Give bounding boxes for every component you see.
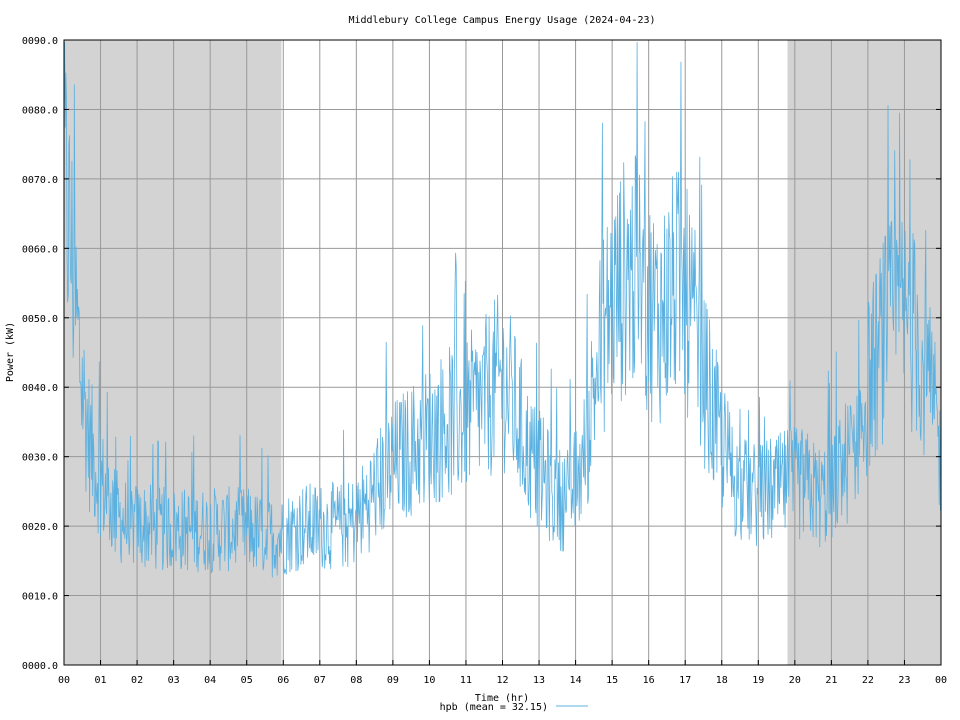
legend: hpb (mean = 32.15) (440, 702, 588, 713)
x-tick-label: 01 (95, 675, 107, 686)
y-tick-label: 0060.0 (22, 244, 58, 255)
x-tick-label: 14 (570, 675, 582, 686)
x-tick-label: 05 (241, 675, 253, 686)
y-tick-label: 0010.0 (22, 592, 58, 603)
chart-title: Middlebury College Campus Energy Usage (… (348, 15, 655, 26)
series-line-hpb (63, 42, 942, 578)
legend-label: hpb (mean = 32.15) (440, 702, 548, 713)
x-axis-ticks: 00 01 02 03 04 05 06 07 08 09 10 11 12 13 14 15 16 17 18 19… (58, 660, 947, 686)
series-hpb (63, 42, 942, 578)
x-tick-label: 15 (606, 675, 618, 686)
x-tick-label: 04 (204, 675, 216, 686)
y-tick-label: 0020.0 (22, 522, 58, 533)
x-tick-label: 21 (825, 675, 837, 686)
x-tick-label: 03 (168, 675, 180, 686)
x-tick-label: 00 (58, 675, 70, 686)
x-tick-label: 06 (277, 675, 289, 686)
y-tick-label: 0000.0 (22, 661, 58, 672)
y-tick-label: 0030.0 (22, 453, 58, 464)
x-tick-label: 16 (643, 675, 655, 686)
x-tick-label: 12 (496, 675, 508, 686)
x-axis-label: Time (hr) (475, 693, 529, 704)
x-tick-label: 07 (314, 675, 326, 686)
y-axis-ticks: 0000.0 0010.0 0020.0 0030.0 0040.0 0050.0 0060… (22, 36, 941, 672)
x-tick-label: 20 (789, 675, 801, 686)
night-band-0 (64, 40, 282, 665)
y-tick-label: 0070.0 (22, 175, 58, 186)
y-tick-label: 0040.0 (22, 383, 58, 394)
y-axis-label: Power (kW) (5, 322, 16, 382)
x-tick-label: 23 (898, 675, 910, 686)
y-tick-label: 0050.0 (22, 314, 58, 325)
x-tick-label: 13 (533, 675, 545, 686)
x-tick-label: 08 (350, 675, 362, 686)
y-tick-label: 0090.0 (22, 36, 58, 47)
x-tick-label: 19 (752, 675, 764, 686)
x-tick-label: 11 (460, 675, 472, 686)
x-tick-label: 02 (131, 675, 143, 686)
x-tick-label: 22 (862, 675, 874, 686)
y-tick-label: 0080.0 (22, 105, 58, 116)
x-tick-label: 17 (679, 675, 691, 686)
x-tick-label: 00 (935, 675, 947, 686)
night-band-1 (787, 40, 941, 665)
x-tick-label: 09 (387, 675, 399, 686)
x-tick-label: 18 (716, 675, 728, 686)
x-tick-label: 10 (423, 675, 435, 686)
